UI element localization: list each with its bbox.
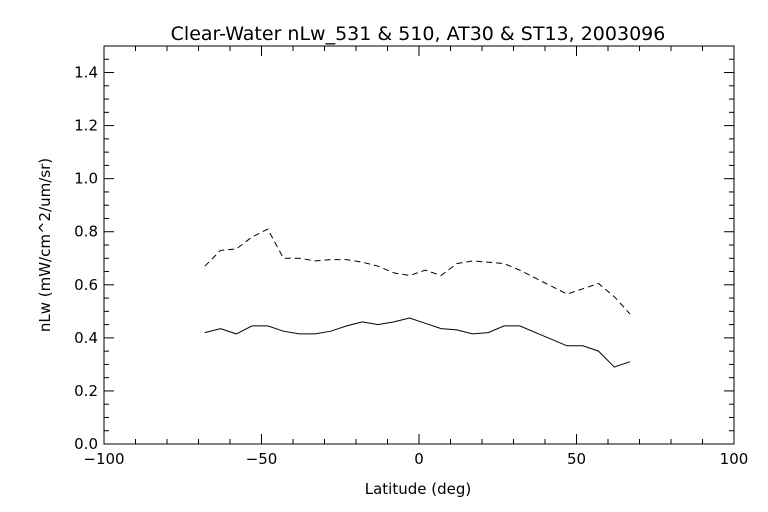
axis-ticks [103,45,735,445]
series-line-2 [204,317,631,368]
y-tick-label: 1.0 [74,170,98,188]
series-line-1 [204,228,631,315]
y-tick-label: 0.4 [74,329,98,347]
x-axis-label: Latitude (deg) [365,480,471,498]
series-layer [204,228,631,368]
chart-title: Clear-Water nLw_531 & 510, AT30 & ST13, … [171,23,666,45]
y-tick-label: 0.6 [74,276,98,294]
x-tick-label: −50 [246,450,278,468]
axis-tick-labels: −100 −50 0 50 100 0.0 0.2 0.4 0.6 0.8 1.0 1.2 1.4 [74,64,748,468]
plot-frame [103,45,735,445]
y-tick-label: 1.2 [74,117,98,135]
y-tick-label: 0.0 [74,435,98,453]
x-tick-label: 0 [414,450,424,468]
x-tick-label: 50 [567,450,586,468]
y-tick-label: 0.2 [74,382,98,400]
x-tick-label: 100 [720,450,749,468]
x-tick-label: −100 [83,450,124,468]
y-tick-label: 0.8 [74,223,98,241]
y-axis-label: nLw (mW/cm^2/um/sr) [36,158,54,332]
y-tick-label: 1.4 [74,64,98,82]
